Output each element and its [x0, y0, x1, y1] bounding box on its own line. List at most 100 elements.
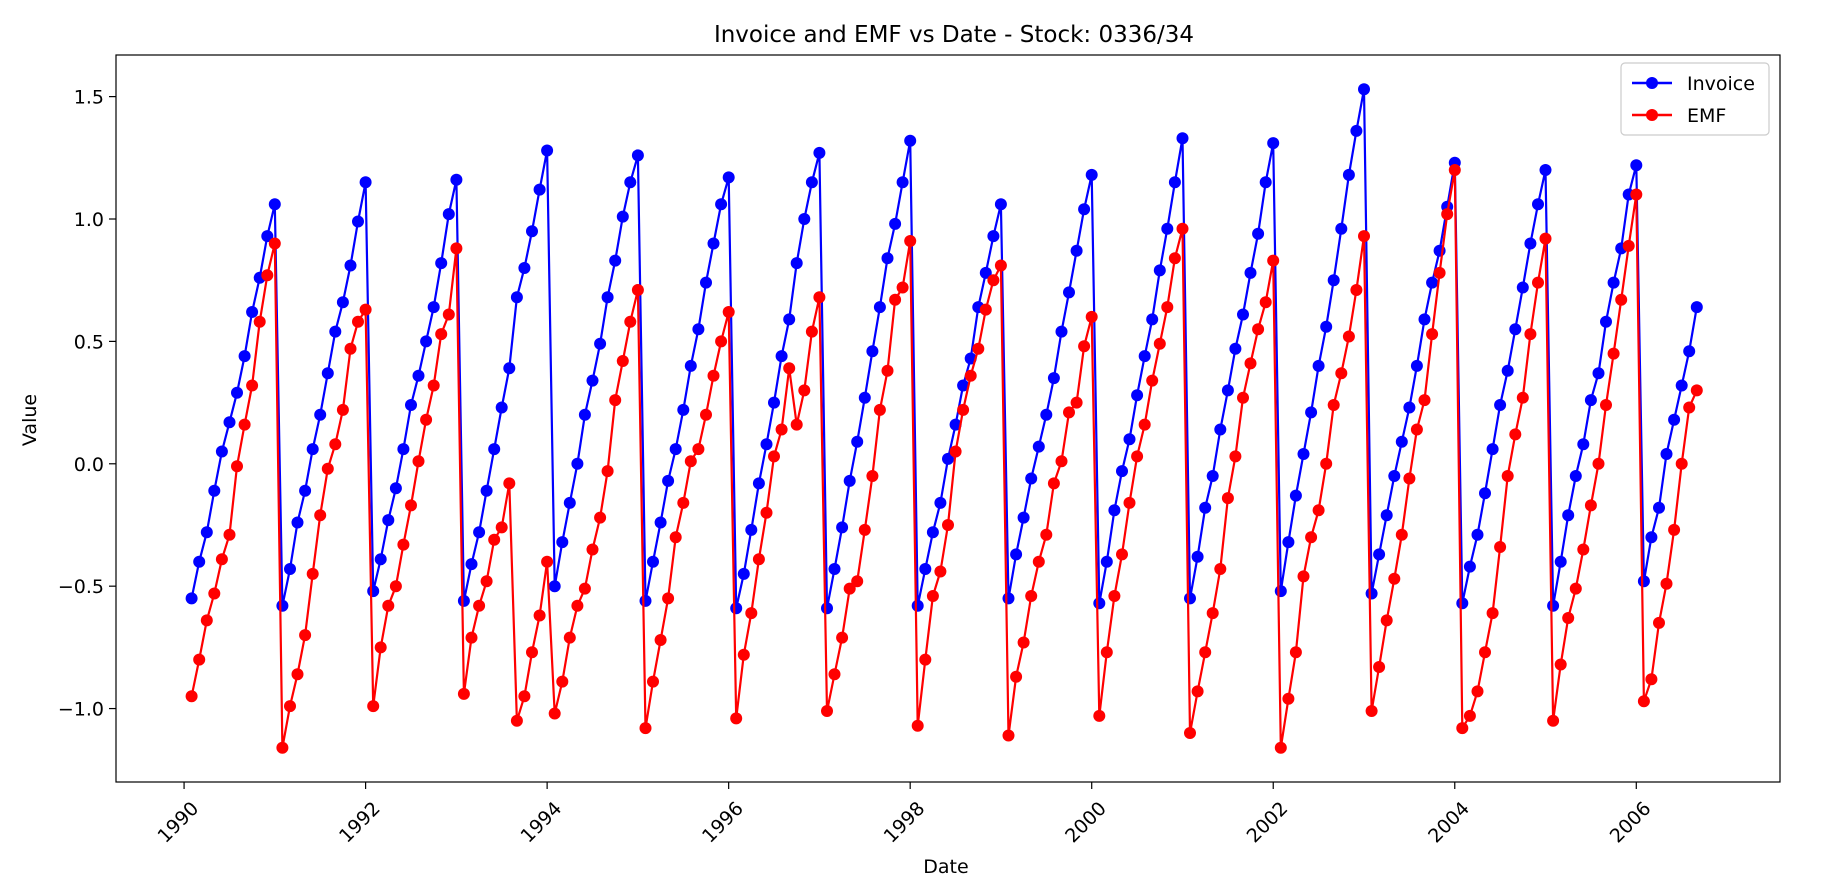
data-point-invoice — [1637, 575, 1650, 588]
data-point-invoice — [919, 563, 932, 575]
x-tick-label: 1998 — [880, 798, 930, 848]
data-point-invoice — [1123, 433, 1136, 446]
data-point-invoice — [1675, 379, 1688, 392]
data-point-emf — [866, 470, 879, 482]
data-point-invoice — [1373, 548, 1386, 561]
data-point-invoice — [1516, 281, 1529, 294]
data-point-invoice — [994, 198, 1007, 211]
y-axis-title: Value — [19, 394, 41, 446]
data-point-emf — [1070, 396, 1083, 409]
legend-marker-invoice — [1646, 77, 1658, 89]
data-point-invoice — [442, 208, 455, 221]
data-point-emf — [1176, 222, 1189, 235]
data-point-emf — [1358, 230, 1370, 243]
data-point-invoice — [1244, 266, 1257, 279]
data-point-invoice — [405, 399, 417, 411]
data-point-emf — [972, 342, 985, 355]
data-point-invoice — [1146, 313, 1159, 326]
data-point-emf — [881, 364, 894, 377]
data-point-invoice — [904, 134, 917, 147]
data-point-emf — [1516, 391, 1529, 404]
data-point-invoice — [321, 367, 334, 380]
data-point-invoice — [238, 350, 251, 363]
data-point-invoice — [571, 457, 584, 470]
data-point-invoice — [1116, 465, 1128, 478]
data-point-emf — [246, 379, 259, 392]
y-tick-label: −0.5 — [58, 576, 104, 598]
data-point-invoice — [1040, 408, 1053, 421]
data-point-emf — [1017, 636, 1030, 649]
data-point-emf — [1305, 531, 1318, 544]
data-point-invoice — [1630, 159, 1643, 172]
data-point-emf — [1653, 616, 1665, 629]
data-point-emf — [1365, 705, 1378, 717]
data-point-emf — [1055, 455, 1068, 468]
data-point-invoice — [700, 276, 712, 289]
data-point-invoice — [805, 176, 818, 189]
data-point-invoice — [427, 301, 440, 314]
data-point-invoice — [1365, 587, 1378, 600]
data-point-emf — [405, 499, 417, 512]
data-point-emf — [1131, 450, 1144, 463]
data-point-emf — [1592, 457, 1605, 470]
data-point-invoice — [798, 213, 811, 225]
data-point-emf — [926, 590, 939, 602]
data-point-invoice — [1554, 555, 1567, 568]
legend-label-invoice: Invoice — [1687, 73, 1755, 95]
data-point-invoice — [979, 266, 992, 279]
series-invoice — [185, 83, 1703, 615]
data-point-emf — [783, 362, 796, 375]
data-point-invoice — [715, 198, 728, 211]
data-point-emf — [631, 284, 644, 296]
data-point-emf — [541, 555, 554, 568]
data-point-invoice — [1660, 448, 1673, 460]
data-point-invoice — [1501, 364, 1514, 377]
data-point-emf — [1584, 499, 1597, 512]
data-point-invoice — [1584, 394, 1597, 407]
data-point-invoice — [1380, 509, 1393, 522]
data-point-emf — [684, 455, 697, 468]
data-point-invoice — [352, 215, 364, 228]
data-point-invoice — [1017, 511, 1030, 524]
data-point-invoice — [1025, 472, 1038, 485]
data-point-emf — [1237, 391, 1249, 404]
x-tick-label: 2006 — [1606, 798, 1656, 848]
x-axis-title: Date — [923, 856, 968, 878]
data-point-invoice — [957, 379, 970, 392]
data-point-emf — [495, 521, 508, 534]
data-point-emf — [253, 315, 266, 328]
data-point-invoice — [1335, 222, 1348, 235]
data-point-invoice — [1002, 592, 1015, 605]
data-point-invoice — [480, 484, 493, 497]
data-point-emf — [624, 315, 637, 328]
data-point-invoice — [435, 257, 448, 270]
data-point-emf — [261, 269, 274, 282]
data-point-emf — [1690, 384, 1703, 397]
data-point-emf — [1184, 727, 1196, 739]
data-point-invoice — [1161, 222, 1174, 235]
data-point-invoice — [1471, 528, 1484, 541]
data-point-invoice — [1010, 548, 1023, 561]
data-point-emf — [1524, 328, 1537, 341]
data-point-emf — [1630, 188, 1643, 201]
data-point-invoice — [775, 350, 788, 363]
data-point-emf — [450, 242, 463, 255]
data-point-emf — [654, 634, 667, 646]
data-point-invoice — [1297, 448, 1310, 460]
data-point-invoice — [548, 580, 561, 593]
data-point-invoice — [1562, 509, 1575, 522]
data-point-emf — [442, 308, 455, 321]
data-point-emf — [1010, 670, 1023, 683]
data-point-emf — [700, 408, 712, 421]
data-point-invoice — [1267, 137, 1280, 150]
data-point-invoice — [1524, 237, 1537, 250]
data-point-invoice — [1168, 176, 1181, 189]
data-point-invoice — [450, 173, 463, 186]
y-axis: −1.0 −0.5 0.0 0.5 1.0 1.5 — [58, 87, 116, 721]
data-point-emf — [1403, 472, 1416, 485]
data-point-invoice — [858, 391, 871, 404]
data-point-emf — [1093, 709, 1106, 722]
chart-title: Invoice and EMF vs Date - Stock: 0336/34 — [714, 22, 1194, 48]
data-point-emf — [299, 629, 312, 642]
data-point-invoice — [1191, 550, 1204, 563]
